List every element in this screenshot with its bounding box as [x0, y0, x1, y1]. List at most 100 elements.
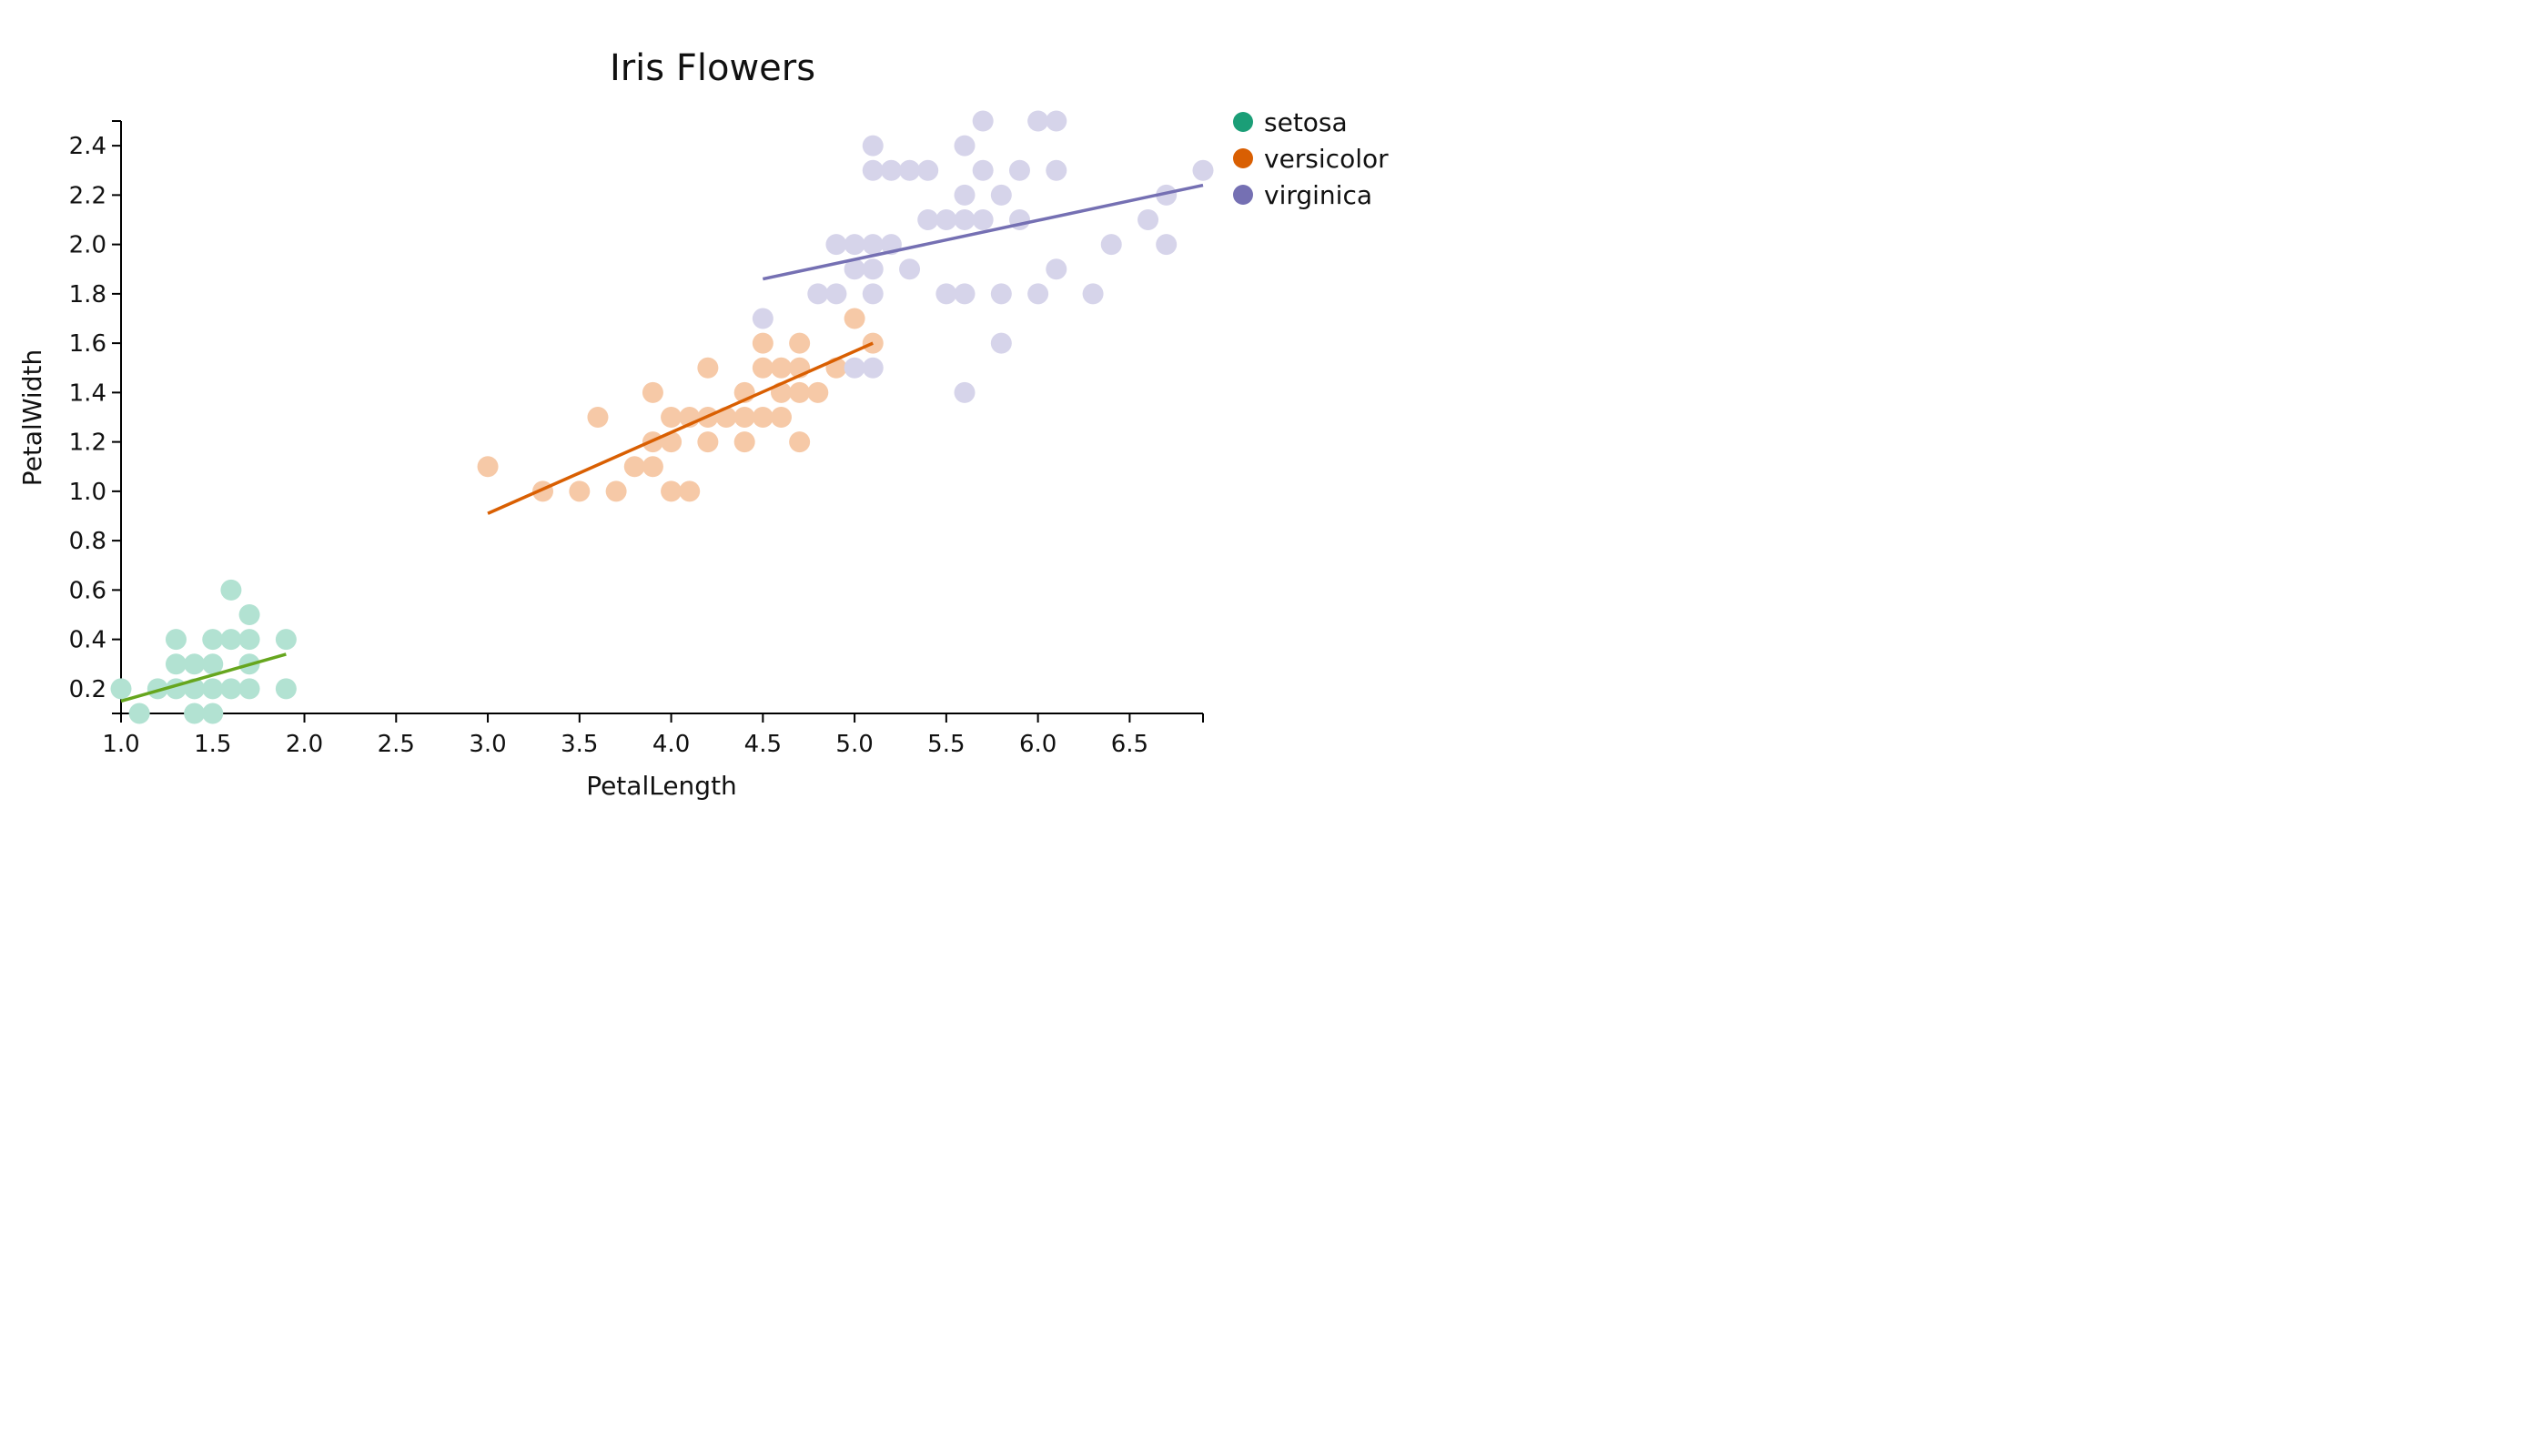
data-point-setosa	[202, 653, 224, 675]
data-point-versicolor	[623, 456, 645, 478]
data-point-versicolor	[605, 480, 627, 502]
x-axis: 1.0 1.5 2.0 2.5 3.0 3.5 4.0 4.5 5.0 5.5 6.0 6.5	[102, 713, 1204, 758]
data-point-versicolor	[752, 332, 774, 354]
data-point-virginica	[954, 135, 976, 157]
data-point-virginica	[825, 234, 847, 256]
data-point-versicolor	[789, 381, 811, 403]
y-tick-label: 0.4	[69, 627, 106, 654]
data-point-versicolor	[569, 480, 591, 502]
data-point-virginica	[1046, 159, 1067, 181]
data-point-versicolor	[733, 431, 755, 453]
data-point-virginica	[844, 357, 865, 379]
data-point-versicolor	[679, 480, 701, 502]
data-point-virginica	[954, 381, 976, 403]
y-tick-label: 1.4	[69, 379, 106, 407]
data-point-virginica	[1046, 258, 1067, 280]
data-point-virginica	[917, 159, 939, 181]
legend-label-versicolor: versicolor	[1264, 144, 1389, 174]
data-point-setosa	[128, 703, 150, 724]
data-point-versicolor	[844, 308, 865, 329]
x-tick-label: 1.5	[194, 731, 231, 758]
x-tick-label: 3.0	[469, 731, 506, 758]
data-point-versicolor	[697, 357, 719, 379]
data-point-virginica	[1046, 110, 1067, 132]
legend-item-setosa: setosa	[1233, 107, 1348, 137]
data-point-virginica	[990, 184, 1012, 206]
trend-line-versicolor	[487, 341, 874, 515]
chart-title: Iris Flowers	[610, 47, 815, 89]
data-point-setosa	[184, 703, 206, 724]
data-point-virginica	[1138, 209, 1159, 230]
data-point-virginica	[972, 159, 994, 181]
x-tick-label: 5.0	[835, 731, 873, 758]
legend-marker-versicolor	[1233, 148, 1253, 168]
data-point-versicolor	[770, 357, 792, 379]
data-point-virginica	[972, 110, 994, 132]
y-tick-label: 1.2	[69, 430, 106, 457]
y-tick-label: 1.8	[69, 281, 106, 308]
data-point-virginica	[935, 209, 957, 230]
data-point-versicolor	[477, 456, 499, 478]
data-point-virginica	[862, 135, 884, 157]
data-point-virginica	[862, 283, 884, 305]
chart-container: Iris Flowers PetalLength PetalWidth 0.2 0…	[0, 0, 1406, 804]
data-point-virginica	[844, 234, 865, 256]
data-point-versicolor	[661, 480, 682, 502]
data-point-virginica	[1027, 283, 1049, 305]
data-point-setosa	[275, 678, 297, 700]
data-point-virginica	[899, 159, 921, 181]
y-tick-label: 2.0	[69, 232, 106, 259]
trend-lines-layer	[120, 183, 1204, 703]
data-point-versicolor	[752, 407, 774, 428]
x-tick-label: 6.0	[1019, 731, 1057, 758]
x-tick-label: 2.0	[286, 731, 323, 758]
data-point-virginica	[1100, 234, 1122, 256]
data-point-setosa	[110, 678, 132, 700]
x-axis-label: PetalLength	[586, 771, 737, 801]
data-point-versicolor	[642, 456, 663, 478]
data-point-virginica	[972, 209, 994, 230]
data-point-setosa	[238, 604, 260, 625]
data-point-setosa	[238, 629, 260, 651]
x-tick-label: 6.5	[1111, 731, 1148, 758]
legend-marker-virginica	[1233, 185, 1253, 205]
y-tick-label: 0.6	[69, 577, 106, 604]
data-point-setosa	[238, 678, 260, 700]
data-point-versicolor	[587, 407, 609, 428]
legend-label-setosa: setosa	[1264, 107, 1348, 137]
data-point-versicolor	[661, 431, 682, 453]
series-virginica-points	[752, 110, 1214, 403]
data-point-virginica	[954, 209, 976, 230]
data-point-virginica	[880, 159, 902, 181]
data-point-setosa	[184, 653, 206, 675]
data-point-versicolor	[789, 431, 811, 453]
y-tick-label: 0.8	[69, 528, 106, 555]
data-point-virginica	[1156, 234, 1178, 256]
data-point-versicolor	[661, 407, 682, 428]
data-point-virginica	[844, 258, 865, 280]
data-point-virginica	[1027, 110, 1049, 132]
data-point-versicolor	[770, 407, 792, 428]
data-point-virginica	[1192, 159, 1214, 181]
legend-item-virginica: virginica	[1233, 180, 1372, 210]
trend-line-setosa	[120, 652, 287, 703]
y-tick-label: 2.4	[69, 133, 106, 160]
data-point-virginica	[862, 357, 884, 379]
y-axis-label: PetalWidth	[17, 349, 47, 486]
data-point-setosa	[202, 629, 224, 651]
data-point-setosa	[275, 629, 297, 651]
data-point-virginica	[1008, 159, 1030, 181]
data-point-setosa	[202, 703, 224, 724]
data-point-versicolor	[733, 407, 755, 428]
data-point-setosa	[220, 579, 242, 601]
data-point-virginica	[825, 283, 847, 305]
y-tick-label: 1.6	[69, 330, 106, 358]
data-point-virginica	[899, 258, 921, 280]
data-point-versicolor	[807, 381, 829, 403]
y-tick-label: 0.2	[69, 676, 106, 703]
x-tick-label: 5.5	[927, 731, 965, 758]
data-point-virginica	[1082, 283, 1104, 305]
data-point-virginica	[807, 283, 829, 305]
data-point-versicolor	[697, 431, 719, 453]
data-point-setosa	[165, 629, 187, 651]
